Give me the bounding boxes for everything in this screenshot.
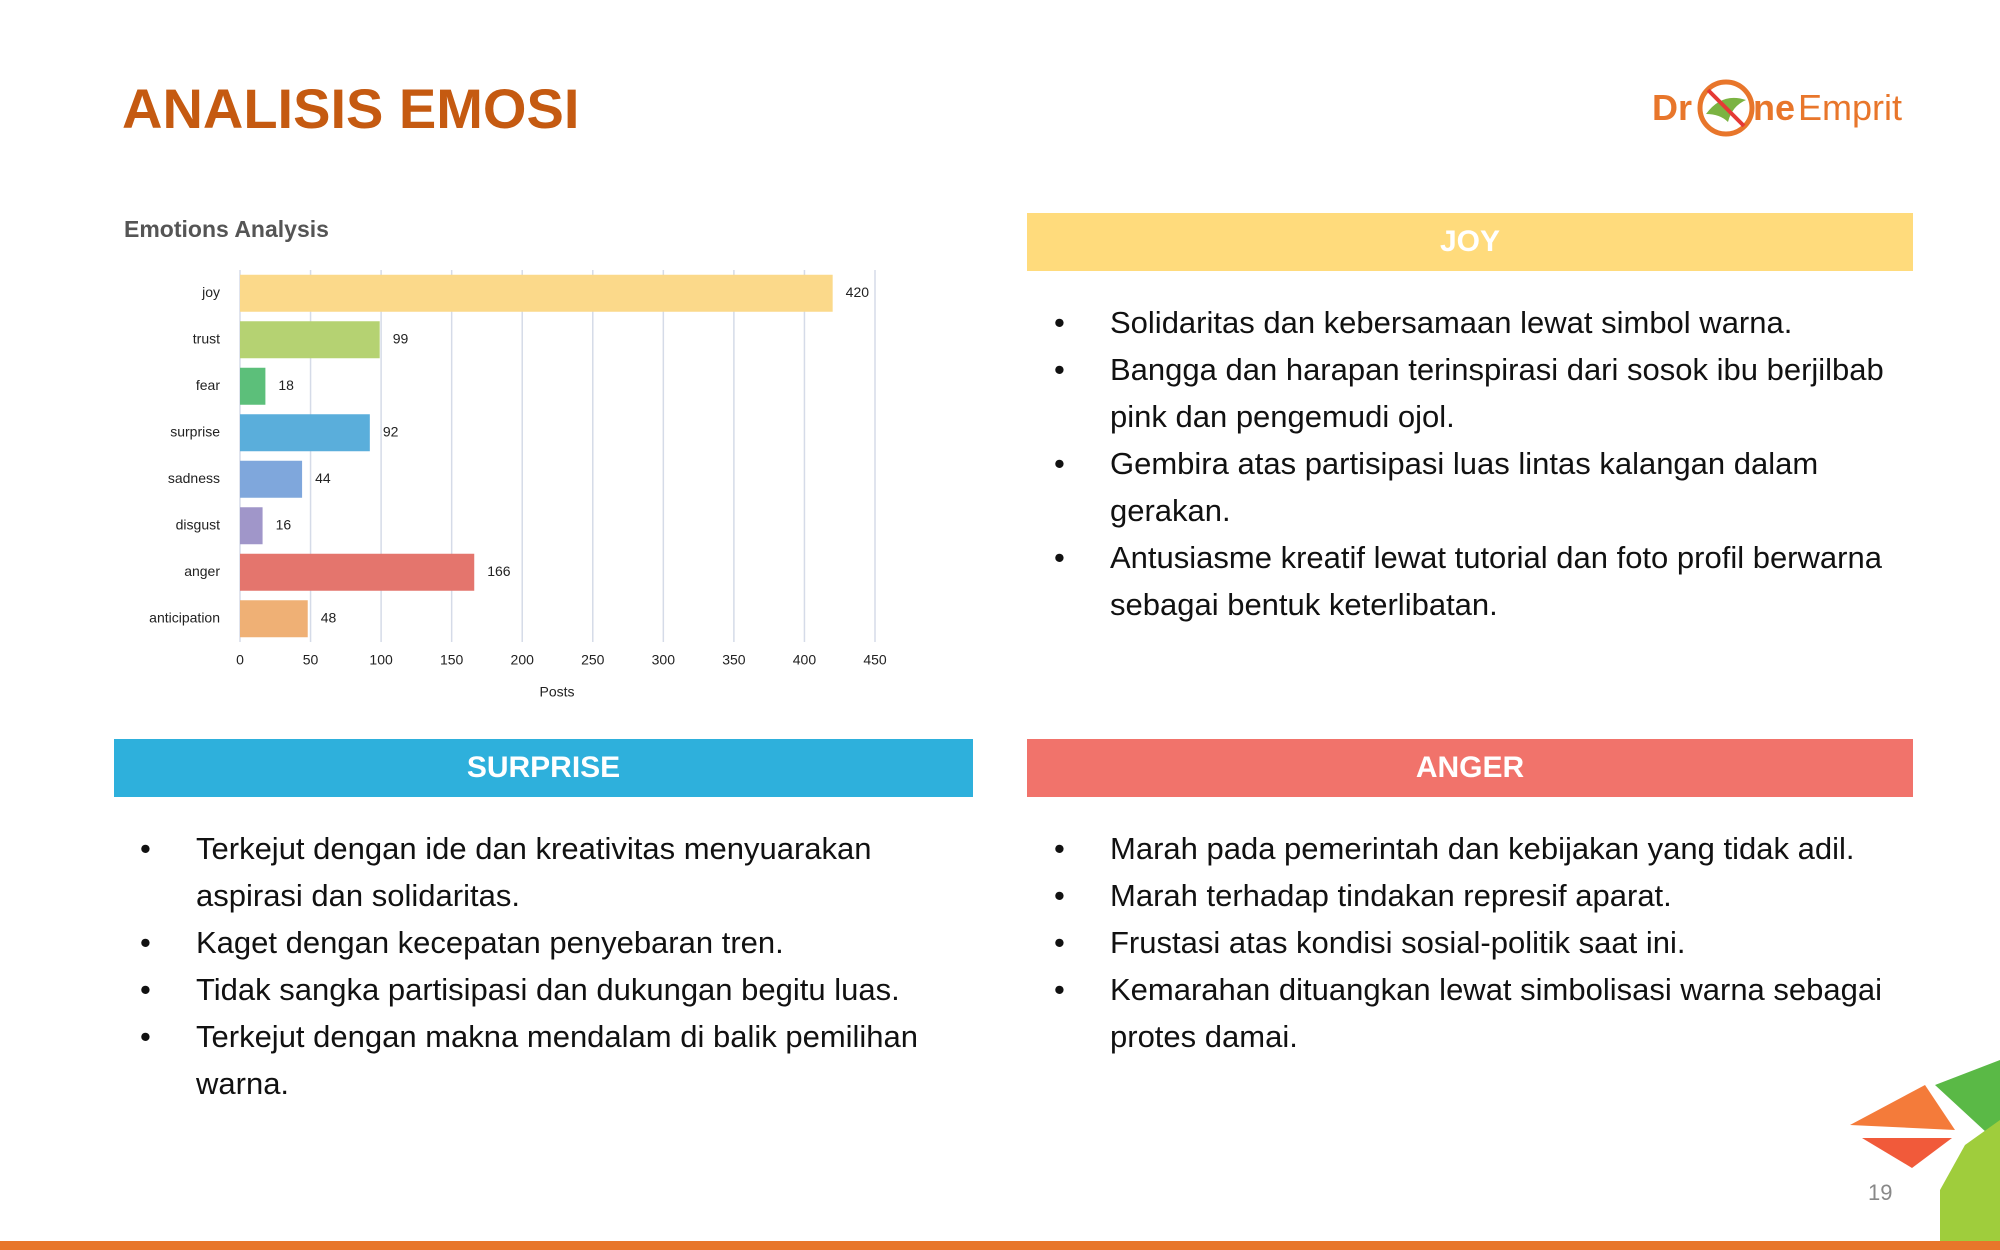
panel-header: JOY [1027,213,1913,271]
y-tick-label: trust [193,330,220,346]
x-axis-label: Posts [539,684,574,700]
bullet-list: Solidaritas dan kebersamaan lewat simbol… [1054,299,1913,628]
bullet-item: Marah pada pemerintah dan kebijakan yang… [1054,825,1913,872]
bullet-item: Gembira atas partisipasi luas lintas kal… [1054,440,1913,534]
value-label: 99 [393,330,409,346]
y-tick-label: sadness [168,470,220,486]
logo-icon [1697,79,1755,137]
slide-title: ANALISIS EMOSI [122,77,580,140]
bar [240,600,308,638]
logo-text: ne [1753,87,1795,128]
bar [240,507,263,545]
bullet-item: Marah terhadap tindakan represif aparat. [1054,872,1913,919]
bullet-item: Kaget dengan kecepatan penyebaran tren. [140,919,973,966]
x-tick-label: 300 [652,652,676,668]
y-tick-label: fear [196,377,220,393]
bullet-item: Terkejut dengan makna mendalam di balik … [140,1013,973,1107]
x-tick-label: 100 [369,652,393,668]
x-tick-label: 150 [440,652,464,668]
bar [240,460,303,498]
y-tick-label: joy [201,284,220,300]
y-tick-label: anger [184,563,220,579]
leaf [1935,1060,2000,1145]
value-label: 16 [276,516,292,532]
bullet-item: Tidak sangka partisipasi dan dukungan be… [140,966,973,1013]
bullet-item: Frustasi atas kondisi sosial-politik saa… [1054,919,1913,966]
x-tick-label: 0 [236,652,244,668]
bar [240,367,266,405]
x-tick-label: 200 [511,652,535,668]
decoration [1850,1060,2000,1250]
bar [240,414,370,452]
leaf [1862,1138,1952,1168]
x-tick-label: 450 [863,652,887,668]
x-tick-label: 400 [793,652,817,668]
logo-text: Dr [1652,87,1692,128]
leaf [1850,1085,1955,1130]
panel-header: ANGER [1027,739,1913,797]
bullet-list: Terkejut dengan ide dan kreativitas meny… [140,825,973,1107]
bar [240,321,380,359]
logo: Dr ne Emprit [1652,79,1902,137]
logo-text: Emprit [1798,87,1902,128]
bar [240,553,475,591]
value-label: 48 [321,609,337,625]
bullet-item: Solidaritas dan kebersamaan lewat simbol… [1054,299,1913,346]
leaf [1940,1120,2000,1250]
bar [240,274,833,312]
value-label: 92 [383,423,399,439]
x-tick-label: 350 [722,652,746,668]
chart: Emotions Analysis Posts 0 50 100 150 200 250 3… [124,216,887,700]
panel-header: SURPRISE [114,739,973,797]
value-label: 18 [278,377,294,393]
bullet-item: Kemarahan dituangkan lewat simbolisasi w… [1054,966,1913,1060]
page-number: 19 [1868,1180,1893,1205]
value-label: 44 [315,470,331,486]
y-tick-label: disgust [176,516,220,532]
bullet-item: Antusiasme kreatif lewat tutorial dan fo… [1054,534,1913,628]
y-tick-label: surprise [170,423,220,439]
bullet-list: Marah pada pemerintah dan kebijakan yang… [1054,825,1913,1060]
y-tick-label: anticipation [149,609,220,625]
bullet-item: Terkejut dengan ide dan kreativitas meny… [140,825,973,919]
value-label: 420 [846,284,870,300]
x-tick-label: 50 [303,652,319,668]
x-tick-label: 250 [581,652,605,668]
footer-bar [0,1241,2000,1250]
bullet-item: Bangga dan harapan terinspirasi dari sos… [1054,346,1913,440]
chart-title: Emotions Analysis [124,216,329,242]
value-label: 166 [487,563,511,579]
logo-slash [1706,88,1746,128]
